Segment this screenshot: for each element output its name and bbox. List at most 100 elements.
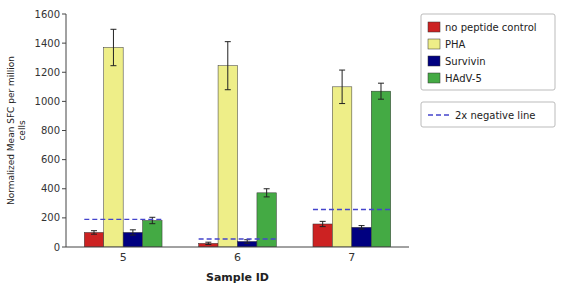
error-cap [320, 226, 326, 227]
error-cap [264, 196, 270, 197]
error-stem [227, 42, 228, 90]
legend-label: Survivin [445, 56, 486, 67]
error-stem [361, 226, 362, 229]
error-stem [152, 217, 153, 223]
x-tick-label: 6 [234, 251, 241, 264]
error-bar [339, 70, 345, 103]
bar [123, 232, 142, 247]
y-tick [62, 43, 66, 44]
error-cap [359, 229, 365, 230]
legend-label: 2x negative line [455, 110, 535, 121]
y-tick [62, 159, 66, 160]
error-bar [110, 29, 116, 65]
legend-label: PHA [445, 39, 466, 50]
bar [104, 47, 123, 247]
error-cap [320, 221, 326, 222]
error-bar [378, 83, 384, 99]
y-axis-label-line: Normalized Mean SFC per million [6, 56, 16, 205]
error-bar [359, 226, 365, 229]
error-cap [130, 235, 136, 236]
y-tick [62, 130, 66, 131]
legend-swatch [428, 22, 440, 32]
bar [84, 232, 103, 247]
error-cap [339, 103, 345, 104]
y-tick-label: 1000 [35, 96, 60, 107]
y-tick [62, 14, 66, 15]
error-bar [149, 217, 155, 223]
error-cap [149, 223, 155, 224]
error-stem [247, 240, 248, 243]
bar [143, 220, 162, 247]
error-cap [378, 99, 384, 100]
bar [218, 66, 237, 247]
y-tick-label: 200 [41, 212, 60, 223]
x-axis-label: Sample ID [206, 271, 269, 284]
legend-frame [421, 102, 555, 127]
x-tick-label: 7 [348, 251, 355, 264]
error-bar [91, 231, 97, 234]
bar [352, 227, 371, 247]
y-tick [62, 188, 66, 189]
error-bar [130, 230, 136, 235]
x-axis-line [66, 247, 409, 248]
error-cap [205, 242, 211, 243]
error-bar [320, 221, 326, 226]
y-tick [62, 217, 66, 218]
legend-swatch [428, 73, 440, 83]
error-stem [380, 83, 381, 99]
error-bar [205, 242, 211, 244]
legend-swatch [428, 56, 440, 66]
error-stem [266, 189, 267, 197]
error-cap [110, 29, 116, 30]
error-stem [322, 221, 323, 226]
error-cap [225, 41, 231, 42]
y-tick-label: 0 [54, 242, 60, 253]
y-tick [62, 101, 66, 102]
legend-frame [421, 14, 555, 90]
error-cap [359, 225, 365, 226]
y-tick-label: 800 [41, 125, 60, 136]
error-cap [110, 65, 116, 66]
error-cap [91, 234, 97, 235]
legend-swatch [428, 114, 450, 115]
legend: no peptide control PHA Survivin HAdV-5 [421, 14, 555, 90]
y-tick [62, 247, 66, 248]
error-cap [244, 243, 250, 244]
error-bar [225, 42, 231, 90]
error-stem [113, 29, 114, 65]
y-axis-label: Normalized Mean SFC per millioncells [6, 56, 27, 205]
error-cap [339, 70, 345, 71]
negative-line [313, 209, 391, 210]
error-stem [132, 230, 133, 235]
negative-line [199, 238, 277, 239]
error-stem [342, 70, 343, 103]
y-tick [62, 72, 66, 73]
negative-line [84, 219, 162, 220]
y-tick-label: 1200 [35, 67, 60, 78]
y-tick-label: 600 [41, 154, 60, 165]
x-tick-label: 5 [120, 251, 127, 264]
error-cap [225, 89, 231, 90]
error-bar [264, 189, 270, 197]
bar [313, 224, 332, 247]
error-cap [149, 217, 155, 218]
chart-container: 0 200 400 600 800 1000 1200 1400 1600 5 6 7 Sample I… [0, 0, 563, 291]
y-tick-label: 1400 [35, 38, 60, 49]
error-cap [91, 230, 97, 231]
bar [332, 87, 351, 247]
error-bar [244, 240, 250, 243]
plot-area [84, 29, 390, 247]
y-tick-label: 1600 [35, 9, 60, 20]
error-cap [264, 188, 270, 189]
error-stem [94, 231, 95, 234]
error-cap [378, 83, 384, 84]
error-cap [130, 229, 136, 230]
y-axis-label-line: cells [17, 120, 27, 140]
legend-label: no peptide control [445, 22, 537, 33]
bar [371, 91, 390, 247]
error-cap [205, 244, 211, 245]
chart-svg: 0 200 400 600 800 1000 1200 1400 1600 5 6 7 Sample I… [0, 0, 563, 291]
legend-label: HAdV-5 [445, 73, 482, 84]
y-tick-label: 400 [41, 183, 60, 194]
legend: 2x negative line [421, 102, 555, 127]
